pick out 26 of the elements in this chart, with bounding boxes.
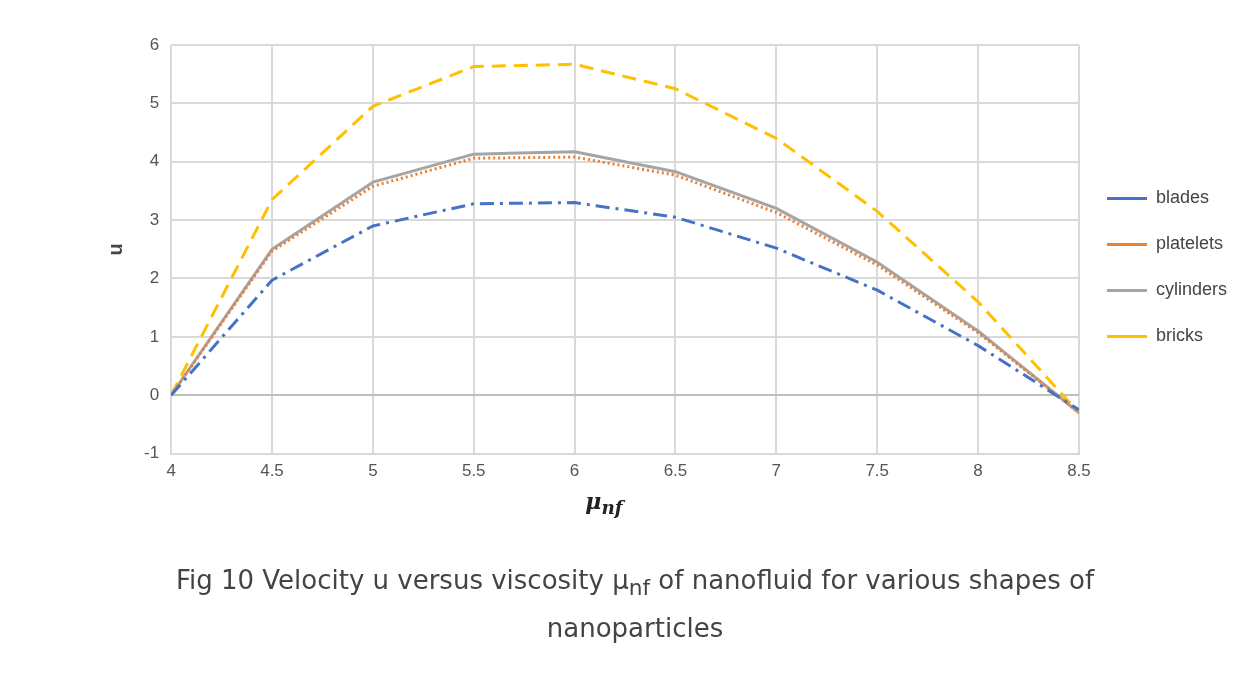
legend-label: blades [1155, 187, 1210, 208]
x-tick-label: 7 [771, 461, 782, 481]
x-tick-label: 7.5 [865, 461, 890, 481]
x-tick-label: 4 [166, 461, 176, 481]
x-tick-label: 5.5 [461, 461, 486, 481]
caption: Fig 10 Velocity u versus viscosity μ$_{nf}$ of nanofluid for various shapes of nanoparticles [174, 564, 1096, 646]
y-tick-label: 4 [149, 151, 160, 171]
y-axis-title: u [103, 243, 126, 256]
line-series [171, 201, 1079, 412]
y-tick-label: 0 [149, 384, 160, 404]
x-axis-title: μ$_{nf}$ [584, 488, 626, 519]
x-tick-label: 6 [569, 461, 580, 481]
x-tick-label: 4.5 [260, 461, 284, 481]
y-tick-label: -1 [143, 443, 160, 463]
y-tick-label: 5 [149, 93, 160, 113]
x-tick-label: 8.5 [1067, 461, 1091, 481]
legend-label: cylinders [1155, 279, 1228, 300]
y-tick-label: 1 [149, 326, 160, 346]
x-tick-label: 8 [973, 461, 983, 481]
x-tick-label: 5 [368, 461, 378, 481]
legend-label: platelets [1155, 233, 1224, 254]
legend-label: bricks [1155, 325, 1203, 346]
y-tick-label: 6 [149, 34, 160, 54]
y-tick-label: 3 [149, 209, 160, 229]
x-tick-label: 6.5 [663, 461, 688, 481]
y-tick-label: 2 [149, 268, 160, 288]
